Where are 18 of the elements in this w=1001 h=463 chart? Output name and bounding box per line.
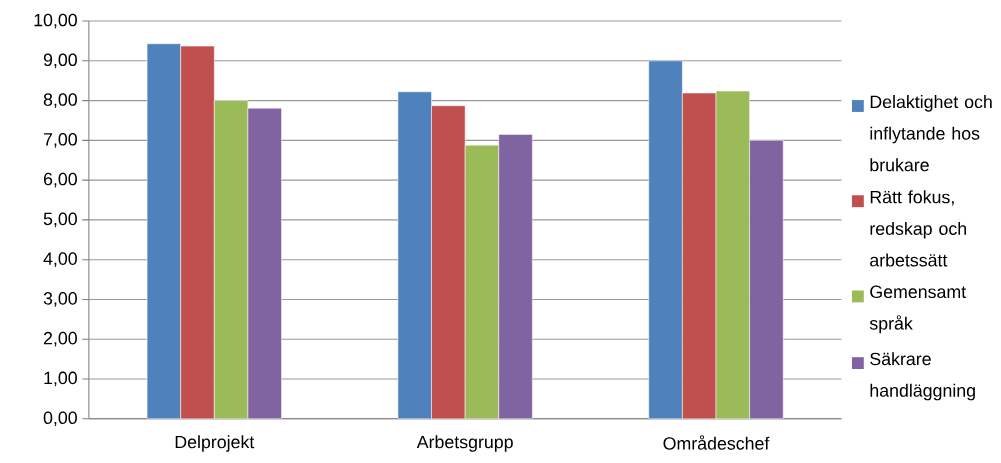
y-tick-label: 9,00	[43, 53, 77, 69]
y-tick-label: 6,00	[43, 172, 77, 188]
legend-label: Rätt fokus, redskap och arbetssätt	[870, 190, 966, 267]
y-tick-label: 0,00	[43, 411, 77, 426]
legend-label: Gemensamt språk	[869, 285, 967, 334]
legend-label: Delaktighet och inflytande hos brukare	[870, 94, 992, 172]
y-tick-label: 10,00	[34, 13, 77, 29]
y-tick-label: 4,00	[43, 252, 77, 267]
x-tick-label: Områdeschef	[663, 435, 770, 450]
y-tick-label: 8,00	[43, 93, 77, 108]
y-tick-label: 2,00	[43, 331, 77, 347]
legend-label: Säkrare handläggning	[870, 352, 975, 401]
y-tick-label: 7,00	[43, 132, 77, 148]
y-tick-label: 3,00	[43, 292, 77, 307]
y-tick-label: 1,00	[44, 371, 77, 387]
y-tick-label: 5,00	[43, 212, 77, 228]
x-tick-label: Delprojekt	[175, 435, 255, 452]
x-tick-label: Arbetsgrupp	[416, 435, 513, 452]
